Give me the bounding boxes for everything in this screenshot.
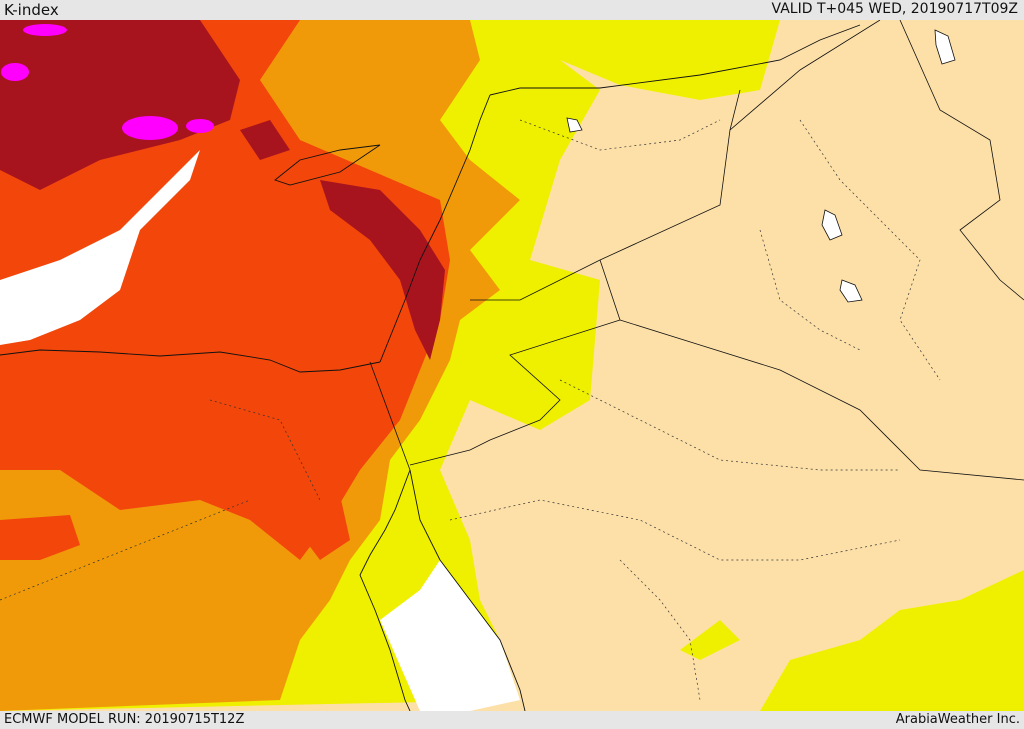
lake-3 <box>934 29 956 65</box>
red-orange-patch-sinai <box>305 495 350 560</box>
map-title: K-index <box>4 1 59 19</box>
valid-time: VALID T+045 WED, 20190717T09Z <box>771 1 1018 17</box>
model-run: ECMWF MODEL RUN: 20190715T12Z <box>4 712 245 727</box>
yellow-patch-east <box>680 620 740 660</box>
white-zone-west <box>0 150 200 345</box>
k-index-map <box>0 20 1024 711</box>
lake-4 <box>566 117 583 133</box>
lake-2 <box>839 279 863 303</box>
yellow-zone-north <box>500 20 780 100</box>
header-bar: K-index VALID T+045 WED, 20190717T09Z <box>0 0 1024 20</box>
credit: ArabiaWeather Inc. <box>895 712 1020 727</box>
magenta-patch-3 <box>186 119 214 133</box>
white-zone-red-sea <box>380 560 520 711</box>
country-borders <box>369 20 1024 481</box>
province-borders <box>0 119 941 701</box>
footer-bar: ECMWF MODEL RUN: 20190715T12Z ArabiaWeat… <box>0 711 1024 729</box>
coastlines <box>0 24 861 711</box>
red-orange-patch-south <box>0 515 80 560</box>
lake-1 <box>821 209 843 241</box>
dark-red-zone-north <box>0 20 240 190</box>
magenta-patch-2 <box>122 116 178 140</box>
magenta-patch-4 <box>23 24 67 36</box>
dark-red-zone-levant <box>320 180 445 360</box>
magenta-patch-1 <box>1 63 29 81</box>
dark-red-patch-cyprus <box>240 120 290 160</box>
yellow-zone-southeast <box>760 570 1024 711</box>
